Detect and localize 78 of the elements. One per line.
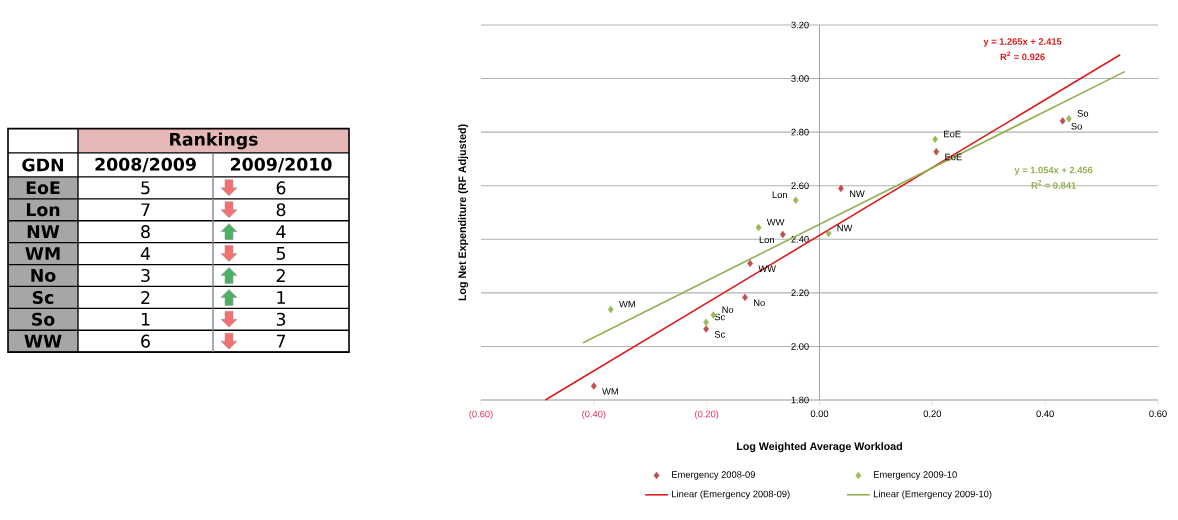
data-label: Sc <box>714 331 725 338</box>
category-label: NW <box>27 225 60 238</box>
point <box>1065 115 1072 123</box>
data-label: Sc <box>714 313 725 321</box>
data-label: 4 <box>140 247 151 260</box>
category-label: Lon <box>26 203 60 217</box>
data-label: Lon <box>759 236 774 244</box>
legend-label: Emergency 2008-09 <box>672 471 755 480</box>
x-tick-label: 0.20 <box>923 410 942 417</box>
point <box>590 382 597 390</box>
data-label: No <box>754 299 765 306</box>
category-label: No <box>31 269 56 282</box>
category-label: Sc <box>32 290 54 305</box>
legend-label: Emergency 2009-10 <box>873 471 957 480</box>
x-tick-label: (0.40) <box>582 410 606 420</box>
data-label: 8 <box>141 225 150 239</box>
point <box>779 230 786 239</box>
category-label: WW <box>24 334 62 348</box>
point <box>792 196 799 204</box>
data-label: Lon <box>772 191 787 199</box>
annotation: R$^{2}$ = 0.841 <box>1031 179 1076 189</box>
point <box>607 305 614 314</box>
text: 2009/2010 <box>230 157 332 173</box>
y-tick-label: 2.60 <box>791 182 809 189</box>
data-label: 5 <box>276 247 285 260</box>
annotation: R$^{2}$ = 0.926 <box>1000 51 1045 61</box>
point <box>933 147 940 156</box>
text: Rankings <box>170 132 258 150</box>
category-label: So <box>32 312 55 326</box>
text: GDN <box>22 158 63 172</box>
y-tick-label: 3.20 <box>791 21 809 29</box>
data-label: 7 <box>141 203 150 217</box>
data-label: 3 <box>276 312 286 326</box>
point <box>932 135 939 144</box>
data-label: NW <box>837 224 853 232</box>
data-label: 8 <box>276 203 286 217</box>
text: 2008/2009 <box>95 157 196 173</box>
x-axis-title: Log Weighted Average Workload <box>737 442 902 453</box>
point <box>1059 117 1066 125</box>
data-label: 5 <box>141 181 150 195</box>
y-tick-label: 2.80 <box>791 128 809 136</box>
y-tick-label: 2.00 <box>791 343 809 350</box>
data-label: 2 <box>276 269 285 282</box>
data-label: 4 <box>276 225 286 238</box>
x-tick-label: 0.60 <box>1149 410 1167 417</box>
point <box>755 223 762 232</box>
data-label: So <box>1071 122 1082 130</box>
data-label: No <box>722 306 734 313</box>
data-label: WW <box>766 218 785 226</box>
category-label: WM <box>25 247 60 260</box>
category-label: EoE <box>26 181 60 195</box>
legend-label: Linear (Emergency 2008-09) <box>672 490 790 500</box>
data-label: So <box>1077 110 1089 117</box>
annotation: y = 1.265x + 2.415 <box>983 38 1062 47</box>
data-label: WM <box>602 388 618 395</box>
y-tick-label: 3.00 <box>791 75 809 82</box>
data-label: 1 <box>277 291 285 304</box>
y-tick-label: 2.40 <box>791 235 809 243</box>
y-tick-label: 2.20 <box>791 289 809 297</box>
data-label: EoE <box>944 130 961 138</box>
point <box>703 325 709 333</box>
y-tick-label: 1.80 <box>791 396 809 404</box>
x-tick-label: (0.60) <box>469 410 493 420</box>
point <box>825 229 832 238</box>
data-label: 6 <box>141 334 150 348</box>
data-label: WM <box>619 300 635 308</box>
data-label: NW <box>849 190 865 197</box>
legend-label: Linear (Emergency 2009-10) <box>873 490 992 500</box>
data-label: 1 <box>141 312 150 326</box>
x-tick-label: 0.00 <box>810 410 829 417</box>
x-tick-label: (0.20) <box>695 410 719 420</box>
data-label: 2 <box>141 291 150 304</box>
y-axis-title: Log Net Expenditure (RF Adjusted) <box>458 124 469 301</box>
data-label: 6 <box>276 181 286 195</box>
x-tick-label: 0.40 <box>1036 410 1054 417</box>
data-label: 3 <box>141 268 150 283</box>
data-label: 7 <box>276 334 286 348</box>
annotation: y = 1.054x + 2.456 <box>1014 166 1093 176</box>
